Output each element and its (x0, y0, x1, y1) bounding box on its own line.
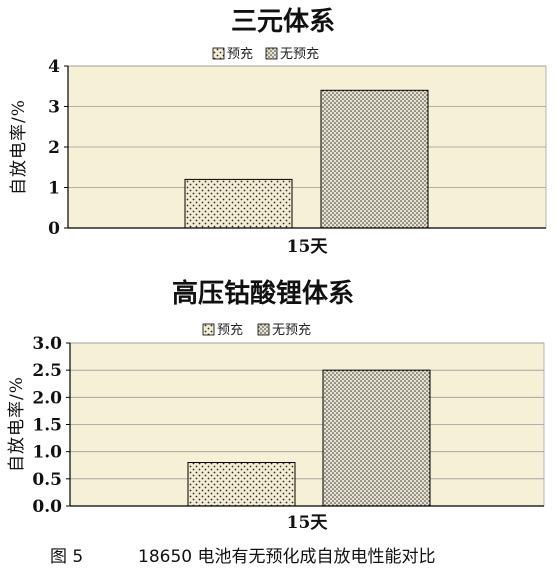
chart-1-legend-label-0: 预充 (227, 46, 253, 62)
y-tick-label: 1 (48, 179, 60, 199)
chart-2-legend-swatch-0 (202, 323, 215, 336)
chart-1-y-ticks: 0 1 2 3 4 (48, 57, 68, 239)
y-tick-label: 3.0 (32, 334, 62, 354)
y-tick-label: 2 (48, 138, 60, 158)
y-tick-label: 0.5 (32, 470, 62, 490)
y-tick-label: 0.0 (32, 497, 62, 517)
chart-1-legend-swatch-1 (265, 47, 278, 60)
y-tick-label: 4 (48, 57, 60, 77)
y-tick-label: 1.5 (32, 416, 62, 436)
chart-1: 三元体系 预充 无预充 0 1 2 3 4 自放电率/% 15天 (9, 7, 547, 257)
chart-2-bars (187, 369, 431, 507)
chart-2-gridlines (70, 342, 544, 480)
chart-1-x-category: 15天 (287, 237, 329, 257)
chart-1-title: 三元体系 (231, 7, 335, 37)
chart-1-legend-label-1: 无预充 (280, 46, 319, 62)
y-tick-label: 1.0 (32, 443, 62, 463)
chart-2-y-label: 自放电率/% (7, 376, 27, 472)
bar-precharge (184, 178, 293, 229)
chart-1-gridlines (68, 65, 546, 188)
bar-no-precharge (322, 369, 431, 507)
chart-2-title: 高压钴酸锂体系 (172, 278, 354, 309)
chart-1-y-label: 自放电率/% (9, 99, 29, 195)
bar-no-precharge (320, 89, 429, 229)
chart-2: 高压钴酸锂体系 预充 无预充 0.0 0.5 1.0 1.5 2.0 2.5 3.0 自放电… (7, 278, 545, 533)
chart-1-legend: 预充 无预充 (212, 46, 319, 62)
chart-1-legend-swatch-0 (212, 47, 225, 60)
chart-2-legend-label-1: 无预充 (272, 322, 311, 338)
chart-2-legend-swatch-1 (257, 323, 270, 336)
y-tick-label: 0 (48, 219, 60, 239)
y-tick-label: 2.0 (32, 388, 62, 408)
chart-2-legend: 预充 无预充 (202, 322, 311, 338)
chart-2-legend-label-0: 预充 (217, 322, 243, 338)
y-tick-label: 2.5 (32, 361, 62, 381)
figure-caption: 图 5 18650 电池有无预化成自放电性能对比 (50, 547, 435, 567)
chart-2-x-category: 15天 (287, 513, 329, 533)
chart-2-y-ticks: 0.0 0.5 1.0 1.5 2.0 2.5 3.0 (32, 334, 70, 517)
caption-text: 18650 电池有无预化成自放电性能对比 (138, 547, 435, 567)
caption-label: 图 5 (50, 547, 83, 567)
bar-precharge (187, 462, 296, 507)
y-tick-label: 3 (48, 98, 60, 118)
